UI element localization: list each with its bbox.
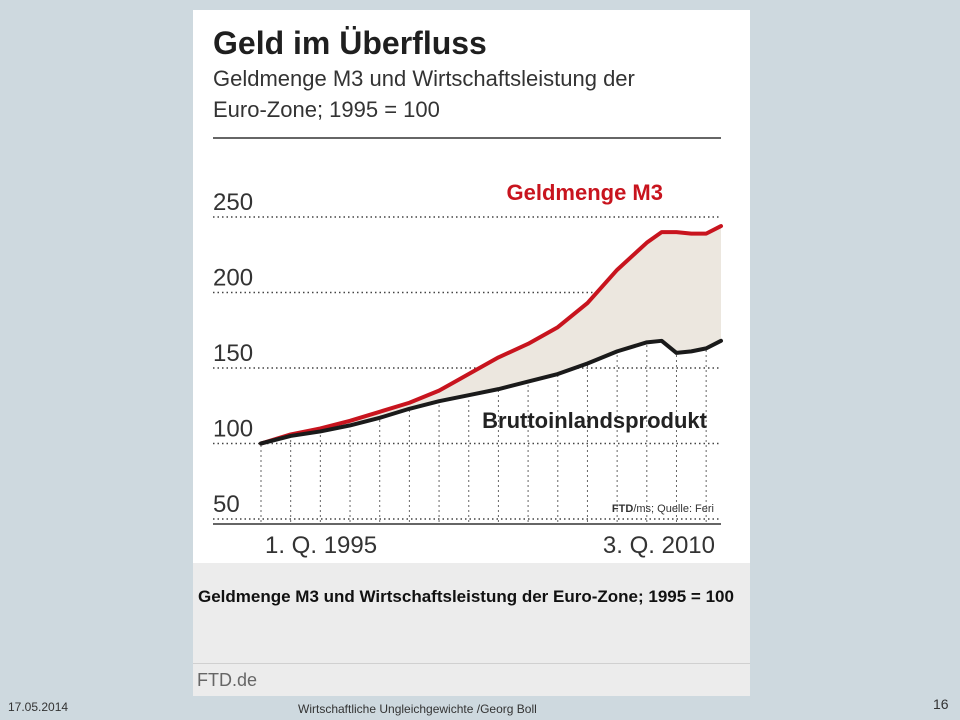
chart-subtitle-line1: Geldmenge M3 und Wirtschaftsleistung der	[213, 66, 635, 91]
area-between-series	[261, 226, 721, 444]
y-tick-label: 200	[213, 265, 253, 292]
chart: Geld im Überfluss Geldmenge M3 und Wirts…	[213, 25, 723, 559]
caption-area	[193, 563, 750, 696]
y-tick-label: 100	[213, 416, 253, 443]
y-tick-label: 50	[213, 491, 240, 518]
chart-title: Geld im Überfluss	[213, 25, 487, 61]
series-labels: Geldmenge M3 Bruttoinlandsprodukt	[482, 180, 708, 433]
x-tick-end: 3. Q. 2010	[603, 532, 715, 559]
x-tick-start: 1. Q. 1995	[265, 532, 377, 559]
credit-bold: FTD	[612, 503, 633, 515]
slide-page-number: 16	[933, 696, 949, 712]
series-label-geldmenge-m3: Geldmenge M3	[507, 180, 663, 205]
y-axis: 250 200 150 100 50	[213, 189, 253, 518]
caption-divider	[193, 663, 750, 664]
series-line-geldmenge-m3	[259, 224, 723, 446]
credit-rest: /ms; Quelle: Feri	[633, 503, 714, 515]
series-lines	[259, 224, 723, 446]
series-line-bruttoinlandsprodukt	[259, 338, 723, 446]
slide-date: 17.05.2014	[8, 700, 69, 714]
y-tick-label: 150	[213, 340, 253, 367]
figure-caption: Geldmenge M3 und Wirtschaftsleistung der…	[198, 587, 734, 606]
source-site-label: FTD.de	[197, 670, 258, 690]
chart-credit: FTD/ms; Quelle: Feri	[612, 503, 714, 515]
series-label-bruttoinlandsprodukt: Bruttoinlandsprodukt	[482, 408, 708, 433]
slide-author: Wirtschaftliche Ungleichgewichte /Georg …	[298, 702, 537, 716]
chart-subtitle-line2: Euro-Zone; 1995 = 100	[213, 97, 440, 122]
y-tick-label: 250	[213, 189, 253, 216]
